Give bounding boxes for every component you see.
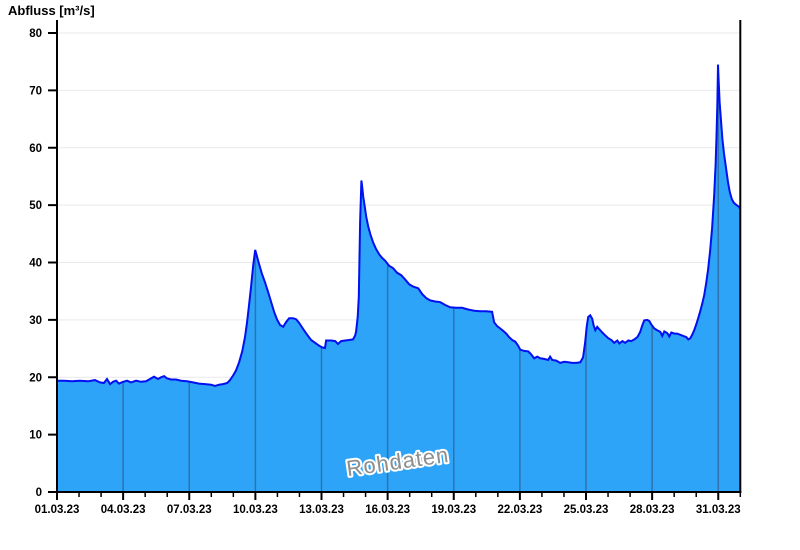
y-tick-label: 50 [29, 200, 42, 212]
y-tick-label: 30 [29, 315, 42, 327]
y-tick-label: 20 [29, 372, 42, 384]
x-tick-labels: 01.03.23 04.03.23 07.03.23 10.03.23 13.03.23… [35, 504, 741, 516]
y-tick-label: 0 [36, 487, 42, 499]
x-tick-label: 16.03.23 [365, 504, 410, 516]
x-tick-label: 25.03.23 [564, 504, 609, 516]
y-tick-label: 10 [29, 430, 42, 442]
x-tick-label: 01.03.23 [35, 504, 80, 516]
x-tick-label: 10.03.23 [233, 504, 278, 516]
axes [56, 20, 742, 493]
y-tick-label: 80 [29, 28, 42, 40]
x-tick-label: 31.03.23 [696, 504, 741, 516]
x-tick-label: 28.03.23 [630, 504, 675, 516]
area-fill [57, 64, 741, 492]
x-tick-label: 13.03.23 [299, 504, 344, 516]
x-ticks [56, 493, 742, 500]
chart-title: Abfluss [m³/s] [8, 3, 95, 18]
x-tick-label: 22.03.23 [497, 504, 542, 516]
x-tick-label: 19.03.23 [431, 504, 476, 516]
y-tick-label: 70 [29, 85, 42, 97]
area-outline [57, 64, 742, 387]
y-tick-label: 40 [29, 258, 42, 270]
x-tick-label: 07.03.23 [167, 504, 212, 516]
x-tick-label: 04.03.23 [101, 504, 146, 516]
y-ticks [48, 32, 56, 493]
y-tick-label: 60 [29, 143, 42, 155]
y-tick-labels: 0 10 20 30 40 50 60 70 80 [29, 28, 42, 499]
